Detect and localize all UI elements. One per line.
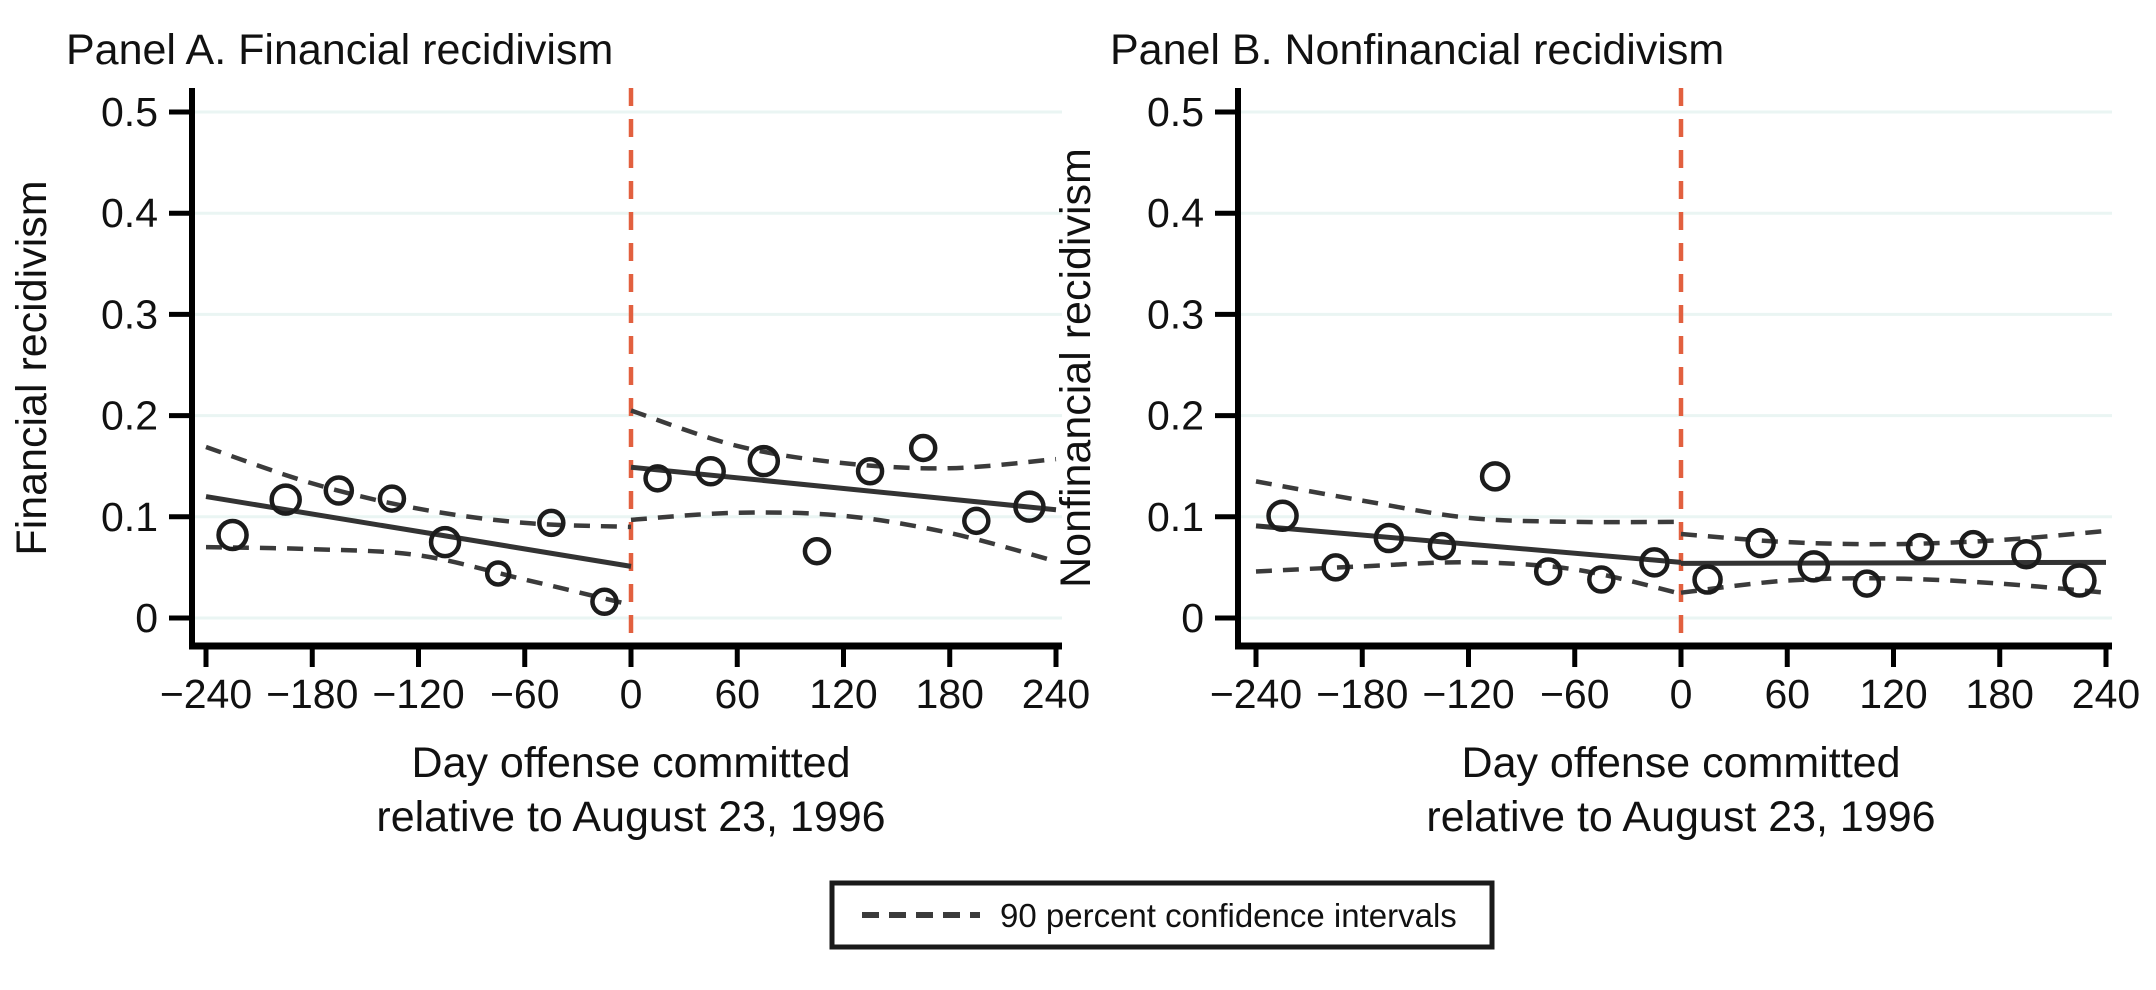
x-tick-label: 240 <box>1022 671 1090 717</box>
scatter-marker <box>323 475 355 506</box>
scatter-marker <box>1013 490 1046 523</box>
y-tick-label: 0 <box>1181 595 1204 641</box>
scatter-marker <box>1692 564 1723 595</box>
ci-curve-left-upper <box>1255 479 1682 525</box>
x-tick-label: −60 <box>1540 671 1610 717</box>
x-tick-label: 60 <box>1764 671 1810 717</box>
legend-label: 90 percent confidence intervals <box>1000 897 1457 934</box>
scatter-marker <box>1639 547 1670 578</box>
ci-curve-left-upper <box>205 444 632 530</box>
ci-curve-right-lower <box>1680 576 2107 595</box>
x-tick-label: −240 <box>160 671 252 717</box>
scatter-marker <box>1533 557 1563 586</box>
x-tick-label: 120 <box>1859 671 1927 717</box>
fit-line-right <box>1680 559 2107 566</box>
panel-b-x-axis-title-line1: Day offense committed <box>1462 739 1901 787</box>
ci-curve-left-lower <box>205 544 632 608</box>
y-tick-label: 0.5 <box>101 89 158 135</box>
panel-b-y-axis-title: Nonfinancial recidivism <box>1052 148 1100 588</box>
x-tick-label: −120 <box>372 671 464 717</box>
y-tick-label: 0.4 <box>101 190 158 236</box>
scatter-marker <box>643 464 672 493</box>
scatter-marker <box>216 518 249 552</box>
scatter-marker <box>1905 532 1935 562</box>
fit-line-left <box>1255 523 1682 565</box>
legend: 90 percent confidence intervals <box>829 880 1495 950</box>
x-tick-label: −60 <box>490 671 560 717</box>
y-tick-label: 0 <box>135 595 158 641</box>
panel-a-y-axis-title: Financial recidivism <box>8 180 56 555</box>
y-tick-label: 0.3 <box>1147 291 1204 337</box>
x-tick-label: −120 <box>1422 671 1514 717</box>
scatter-marker <box>537 508 566 538</box>
y-tick-label: 0.1 <box>101 494 158 540</box>
panel-a-plot: −240 −180 −120 −60 0 60 120 180 240 0 0.1 0.2 0.3 0.4… <box>101 88 1090 717</box>
scatter-marker <box>1479 461 1511 492</box>
scatter-marker <box>1266 499 1299 533</box>
panel-a-title: Panel A. Financial recidivism <box>66 26 613 74</box>
scatter-marker <box>377 484 407 513</box>
scatter-marker <box>855 457 885 486</box>
scatter-marker <box>695 456 726 487</box>
x-tick-label: −240 <box>1210 671 1302 717</box>
y-tick-label: 0.4 <box>1147 190 1204 236</box>
panel-b-title: Panel B. Nonfinancial recidivism <box>1110 26 1724 74</box>
x-tick-label: 180 <box>916 671 984 717</box>
scatter-marker <box>1427 531 1457 561</box>
scatter-marker <box>2062 563 2097 598</box>
scatter-marker <box>269 483 302 516</box>
scatter-marker <box>1797 550 1831 583</box>
ci-curve-left-lower <box>1255 560 1682 596</box>
x-tick-label: −180 <box>1316 671 1408 717</box>
x-tick-label: 60 <box>714 671 760 717</box>
scatter-marker <box>908 433 938 463</box>
scatter-marker <box>1587 565 1616 594</box>
scatter-marker <box>802 536 832 566</box>
scatter-marker <box>962 506 991 536</box>
fit-line-right <box>630 464 1057 513</box>
panel-a-x-axis-title-line1: Day offense committed <box>412 739 851 787</box>
x-tick-label: 240 <box>2072 671 2140 717</box>
scatter-marker <box>1852 569 1882 598</box>
panel-b-x-axis-title-line2: relative to August 23, 1996 <box>1426 793 1935 841</box>
scatter-marker <box>428 525 462 559</box>
y-tick-label: 0.2 <box>1147 393 1204 439</box>
scatter-marker <box>1373 522 1405 554</box>
y-tick-label: 0.2 <box>101 393 158 439</box>
scatter-marker <box>747 444 781 478</box>
scatter-marker <box>1321 553 1350 582</box>
panel-a-x-axis-title-line2: relative to August 23, 1996 <box>376 793 885 841</box>
x-tick-label: 180 <box>1966 671 2034 717</box>
ci-curve-right-lower <box>630 510 1057 564</box>
x-tick-label: 0 <box>1670 671 1693 717</box>
scatter-marker <box>2011 538 2042 570</box>
y-tick-label: 0.5 <box>1147 89 1204 135</box>
y-tick-label: 0.1 <box>1147 494 1204 540</box>
scatter-marker <box>1745 527 1776 559</box>
x-tick-label: −180 <box>266 671 358 717</box>
scatter-marker <box>484 560 512 587</box>
x-tick-label: 120 <box>809 671 877 717</box>
ci-curve-right-upper <box>1680 528 2107 547</box>
x-tick-label: 0 <box>620 671 643 717</box>
panel-b-plot: −240 −180 −120 −60 0 60 120 180 240 0 0.1 0.2 0.3 0.4… <box>1147 88 2140 717</box>
y-tick-label: 0.3 <box>101 291 158 337</box>
scatter-marker <box>590 587 619 617</box>
scatter-marker <box>1958 529 1988 559</box>
legend-box <box>829 880 1495 950</box>
ci-curve-right-upper <box>630 408 1057 471</box>
